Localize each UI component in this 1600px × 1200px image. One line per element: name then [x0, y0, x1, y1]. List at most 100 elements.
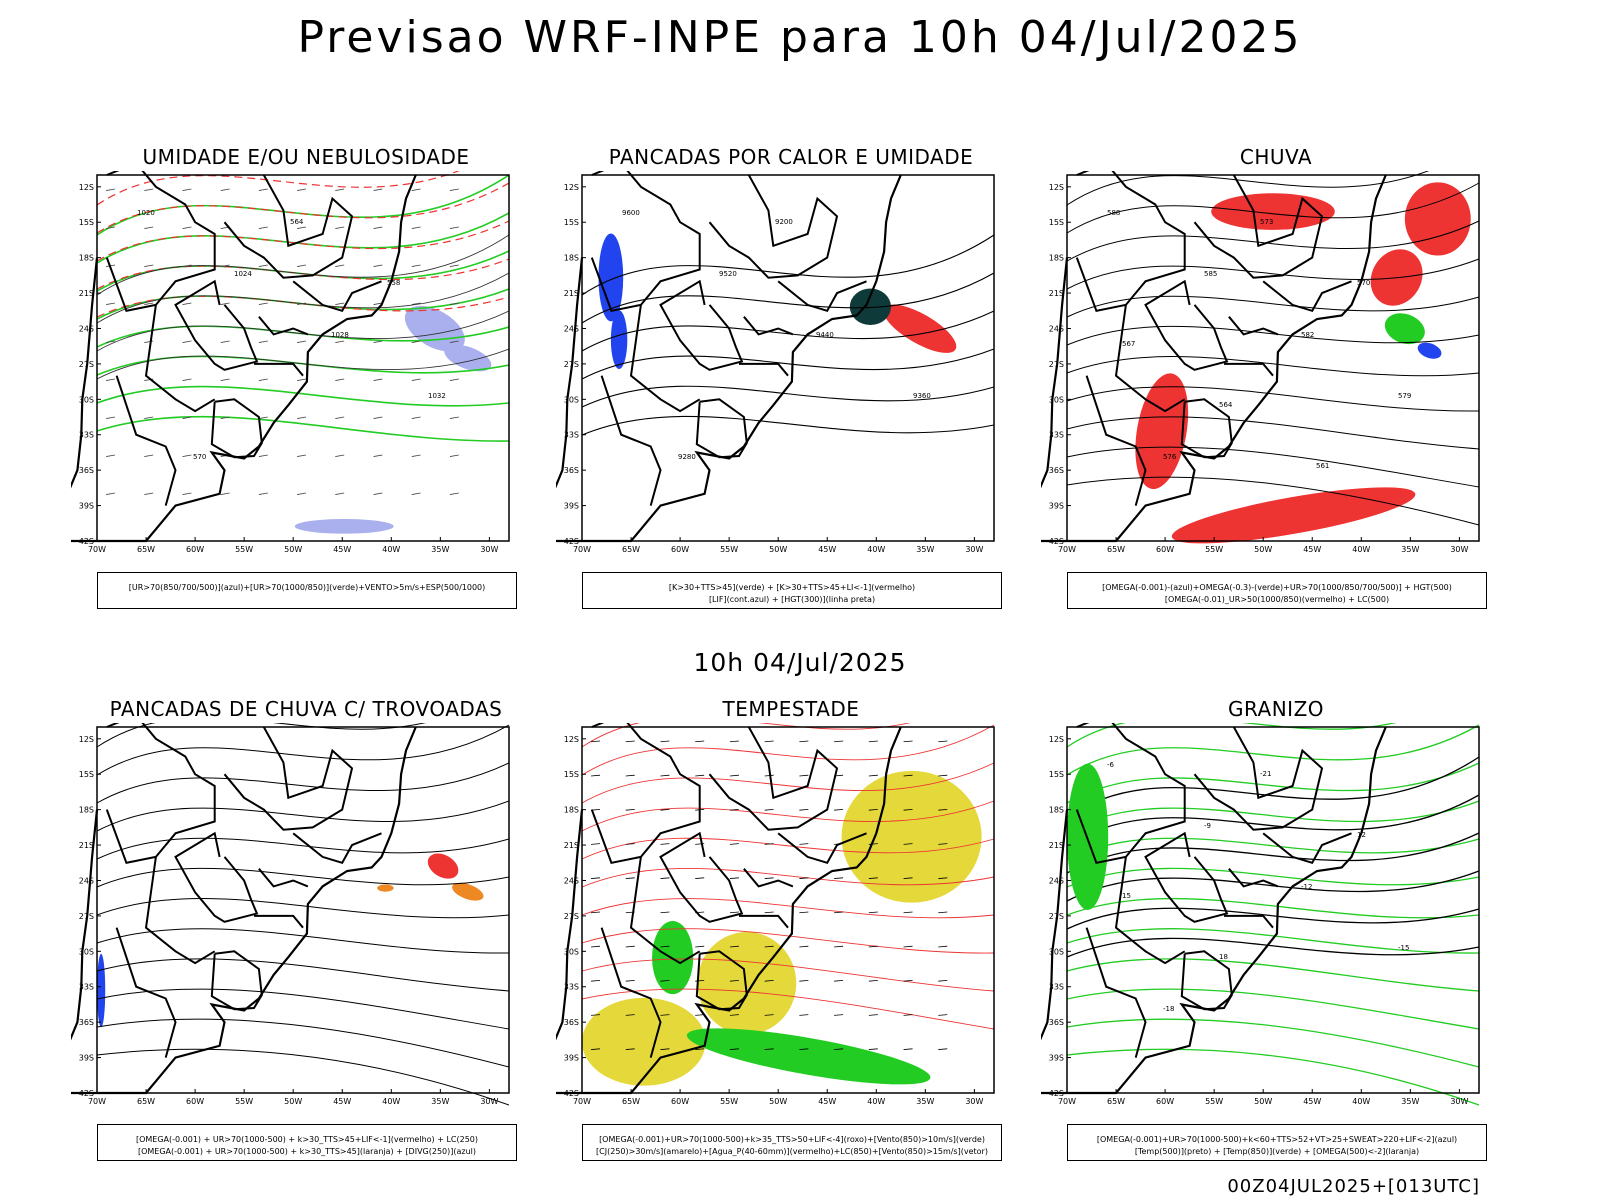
state-border [1075, 723, 1186, 864]
wind-vector [258, 340, 268, 343]
lon-label: 70W [1058, 545, 1076, 554]
temp850-contour [1066, 867, 1480, 888]
wind-vector [220, 264, 230, 267]
pressure-contour [96, 310, 510, 352]
coastline [556, 174, 902, 543]
lat-label: 24S [1049, 876, 1064, 885]
lat-label: 36S [1049, 466, 1064, 475]
contour-label: 1028 [331, 331, 349, 339]
contour-label: 9360 [913, 392, 931, 400]
wind-vector [764, 774, 774, 777]
temp500-contour [1066, 756, 1480, 818]
wind-vector [868, 877, 878, 879]
wind-vector [590, 843, 601, 845]
legend-line: [LIF](cont.azul) + [HGT(300)](linha pret… [708, 595, 876, 604]
lon-label: 30W [1450, 1097, 1468, 1106]
legend-line: [OMEGA(-0.001)+UR>70(1000-500)+k<60+TTS>… [1096, 1135, 1458, 1144]
contour-label: -21 [1260, 770, 1271, 778]
lon-label: 50W [769, 545, 787, 554]
state-border [1075, 171, 1186, 312]
state-border [1228, 316, 1279, 336]
state-border [292, 832, 382, 864]
wind-vector [799, 809, 809, 811]
wind-vector [834, 740, 844, 743]
state-border [743, 868, 794, 888]
wind-vector [297, 492, 307, 495]
lat-label: 39S [79, 502, 94, 511]
state-border [1193, 174, 1324, 279]
wind-vector [660, 1048, 670, 1050]
lc850-streamline [581, 837, 995, 860]
temp500-contour [1066, 794, 1480, 846]
streamline [96, 800, 510, 832]
map-frame [1066, 726, 1480, 1094]
wind-vector [335, 416, 345, 419]
lon-label: 40W [1352, 1097, 1370, 1106]
lat-label: 27S [564, 360, 579, 369]
lat-label: 12S [564, 735, 579, 744]
state-border [739, 914, 789, 929]
map-background [97, 175, 509, 541]
state-border [590, 171, 701, 312]
lat-label: 42S [1049, 1089, 1064, 1098]
wind-vector [449, 340, 459, 343]
lon-label: 40W [1352, 545, 1370, 554]
lat-label: 15S [79, 218, 94, 227]
wind-vector [182, 188, 192, 191]
lat-label: 12S [1049, 183, 1064, 192]
wind-vector [297, 226, 307, 229]
map-frame [1066, 174, 1480, 542]
map-background [97, 727, 509, 1093]
state-border [115, 927, 177, 1058]
lat-label: 21S [564, 289, 579, 298]
legend-line: [CJ(250)>30m/s](amarelo)+[Agua_P(40-60mm… [596, 1147, 988, 1156]
lon-label: 55W [1205, 545, 1223, 554]
streamline [96, 723, 426, 748]
lc850-streamline [581, 724, 995, 776]
rain-area [1211, 193, 1335, 230]
wind-vector [335, 492, 345, 495]
wind-vector [258, 226, 268, 229]
wind-vector [144, 492, 154, 495]
contour-label: 576 [1163, 453, 1177, 461]
lat-label: 21S [1049, 289, 1064, 298]
lat-label: 30S [79, 395, 94, 404]
wind-vector [625, 980, 635, 982]
thunder-red-area [427, 853, 459, 879]
panel-title: TEMPESTADE [722, 697, 860, 721]
coastline [1041, 174, 1387, 543]
contour-label: 9520 [719, 270, 737, 278]
lat-label: 42S [79, 1089, 94, 1098]
wind-vector [938, 1048, 948, 1050]
lat-label: 30S [564, 395, 579, 404]
wind-vector [258, 378, 268, 381]
wind-vector [729, 809, 739, 811]
contour-label: -18 [1163, 1005, 1174, 1013]
humidity-area [294, 519, 394, 534]
wind-vector [729, 945, 739, 948]
lon-label: 35W [431, 545, 449, 554]
lon-label: 35W [1401, 1097, 1419, 1106]
wind-vector [799, 877, 809, 879]
wind-vector [411, 492, 421, 495]
wind-vector [938, 774, 948, 777]
legend-line: [UR>70(850/700/500)](azul)+[UR>70(1000/8… [128, 583, 486, 592]
lat-label: 18S [1049, 254, 1064, 263]
state-border [174, 831, 259, 923]
lat-label: 42S [564, 537, 579, 546]
state-border [743, 316, 794, 336]
omega-blue-area [1417, 342, 1442, 359]
wind-vector [625, 740, 635, 743]
wind-vector [868, 911, 878, 914]
wind-vector [625, 1014, 635, 1016]
lon-label: 65W [1107, 545, 1125, 554]
state-border [1262, 280, 1352, 312]
wind-vector [411, 378, 421, 381]
wind-vector [258, 188, 268, 191]
temp850-contour [1066, 762, 1480, 804]
streamline [96, 837, 510, 860]
state-border [1262, 832, 1352, 864]
state-border [1228, 868, 1279, 888]
lat-label: 21S [1049, 841, 1064, 850]
